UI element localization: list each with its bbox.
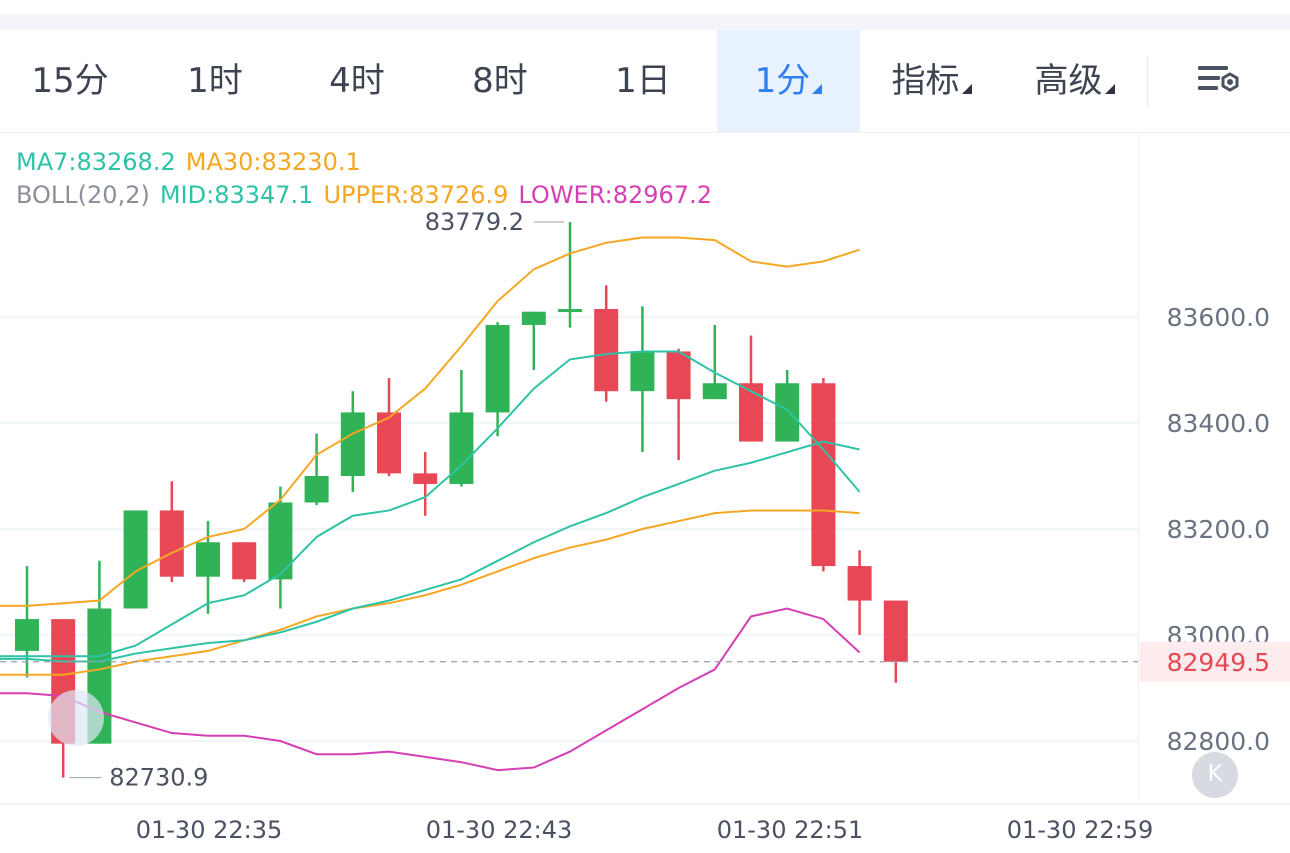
series-line-lower (0, 607, 861, 772)
x-tick-label: 01-30 22:35 (136, 816, 283, 844)
status-bar-area (0, 0, 1290, 14)
crosshair-hint-icon[interactable] (48, 690, 104, 746)
chart-settings-icon (1198, 66, 1239, 92)
boll-lower-value: LOWER:82967.2 (518, 181, 712, 209)
candle-body-up[interactable] (196, 542, 220, 577)
price-axis-separator (1138, 132, 1139, 804)
candle-body-down[interactable] (811, 383, 836, 567)
candle-body-down[interactable] (594, 309, 619, 392)
candle-body-up[interactable] (702, 383, 727, 400)
candle-body-down[interactable] (413, 473, 438, 484)
last-price-tag (1140, 641, 1290, 682)
collapse-button[interactable]: K (1192, 752, 1238, 798)
candle-body-up[interactable] (630, 351, 655, 392)
tab-indicators-dropdown[interactable]: 指标 (860, 30, 1003, 132)
ma-legend: MA7:83268.2 MA30:83230.1 (16, 148, 371, 176)
tab-1h[interactable]: 1时 (145, 30, 285, 132)
tab-label: 高级 (1034, 61, 1103, 101)
x-tick-label: 01-30 22:51 (717, 816, 864, 844)
series-line-ma7 (0, 350, 861, 658)
tab-label: 8时 (472, 61, 528, 101)
high-price-label: 83779.2 (425, 208, 524, 236)
interval-tab-bar: 15分 1时 4时 8时 1日 1分 指标 高级 (0, 30, 1290, 133)
candle-body-down[interactable] (159, 510, 184, 577)
dropdown-triangle-icon (812, 84, 823, 94)
candlestick-chart[interactable]: 83600.083400.083200.083000.082800.001-30… (0, 132, 1290, 853)
series-line-upper (0, 236, 860, 607)
collapse-k-icon: K (1207, 762, 1223, 787)
candle-body-down[interactable] (883, 600, 908, 662)
tab-label: 15分 (31, 61, 109, 101)
ma7-value: MA7:83268.2 (16, 148, 176, 176)
top-divider (0, 14, 1290, 30)
y-tick-label: 83600.0 (1167, 303, 1270, 332)
boll-label: BOLL(20,2) (16, 181, 150, 209)
candle-body-up[interactable] (123, 510, 148, 609)
candle-body-down[interactable] (847, 566, 872, 601)
tab-label: 4时 (329, 61, 385, 101)
tab-15m[interactable]: 15分 (0, 30, 140, 132)
y-tick-label: 83200.0 (1167, 515, 1270, 544)
candle-body-up[interactable] (485, 324, 510, 413)
candle-body-up[interactable] (15, 619, 39, 651)
tab-label: 1日 (615, 61, 671, 101)
candle-body-up[interactable] (340, 412, 365, 476)
tab-8h[interactable]: 8时 (430, 30, 570, 132)
x-tick-label: 01-30 22:43 (426, 816, 573, 844)
dropdown-triangle-icon (961, 84, 972, 94)
y-tick-label: 82800.0 (1167, 727, 1270, 756)
boll-upper-value: UPPER:83726.9 (323, 181, 509, 209)
tab-1d[interactable]: 1日 (573, 30, 713, 132)
series-line-mid (0, 440, 860, 663)
candle-body-down[interactable] (377, 412, 401, 474)
chart-settings-button[interactable] (1190, 60, 1246, 102)
dropdown-triangle-icon (1104, 84, 1115, 94)
ma30-value: MA30:83230.1 (185, 148, 361, 176)
candle-body-down[interactable] (232, 542, 257, 580)
boll-mid-value: MID:83347.1 (159, 181, 314, 209)
candle-body-down[interactable] (666, 351, 691, 400)
last-price-label: 82949.5 (1167, 648, 1270, 677)
candle-body-up[interactable] (521, 311, 546, 325)
tab-label: 指标 (891, 61, 960, 101)
x-tick-label: 01-30 22:59 (1007, 816, 1154, 844)
tab-advanced-dropdown[interactable]: 高级 (1003, 30, 1146, 132)
tab-label: 1分 (754, 61, 811, 101)
boll-legend: BOLL(20,2) MID:83347.1 UPPER:83726.9 LOWER:… (16, 181, 722, 209)
candle-body-up[interactable] (558, 309, 582, 313)
tab-1m-dropdown[interactable]: 1分 (717, 30, 860, 132)
low-price-label: 82730.9 (109, 764, 208, 792)
tab-label: 1时 (187, 61, 243, 101)
candle-body-up[interactable] (304, 476, 329, 503)
candle-body-up[interactable] (268, 502, 293, 580)
y-tick-label: 83400.0 (1167, 409, 1270, 438)
tab-4h[interactable]: 4时 (287, 30, 427, 132)
candle-body-down[interactable] (739, 383, 763, 442)
tab-divider (1147, 56, 1148, 108)
candle-body-up[interactable] (775, 383, 800, 442)
